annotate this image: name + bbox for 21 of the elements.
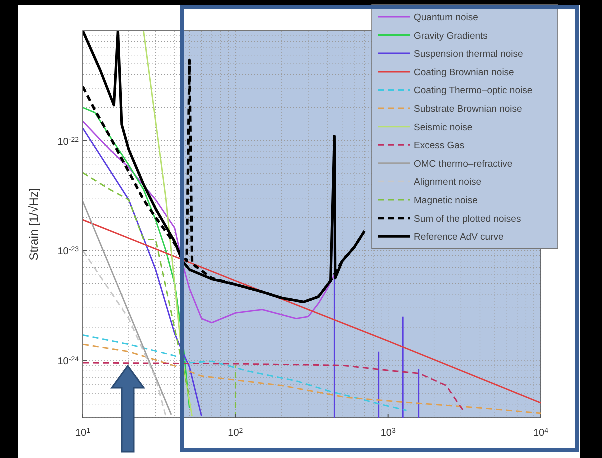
legend-label: Gravity Gradients [414, 30, 488, 42]
legend-label: Magnetic noise [414, 196, 478, 206]
legend-label: Coating Brownian noise [414, 67, 514, 78]
legend-label: Excess Gas [414, 140, 465, 152]
legend-label: Sum of the plotted noises [414, 214, 522, 225]
legend-label: Seismic noise [414, 122, 473, 134]
y-tick-label: 10$^{-24}$ [58, 356, 80, 368]
legend-label: Alignment noise [414, 177, 482, 188]
legend-label: Reference AdV curve [414, 232, 504, 244]
y-tick-label: 10$^{-22}$ [58, 136, 80, 148]
legend-label: OMC thermo–refractive [414, 158, 513, 170]
legend-label: Substrate Brownian noise [414, 104, 522, 115]
legend-label: Suspension thermal noise [414, 49, 524, 60]
x-tick-label: 10$^{1}$ [75, 428, 91, 439]
x-tick-label: 10$^{3}$ [380, 428, 396, 439]
legend-label: Coating Thermo–optic noise [414, 86, 533, 97]
y-tick-label: 10$^{-23}$ [58, 246, 80, 258]
legend-label: Quantum noise [414, 12, 478, 24]
x-tick-label: 10$^{2}$ [228, 428, 244, 439]
y-axis-title: Strain [1/√Hz] [27, 188, 41, 261]
x-tick-label: 10$^{4}$ [533, 428, 549, 439]
